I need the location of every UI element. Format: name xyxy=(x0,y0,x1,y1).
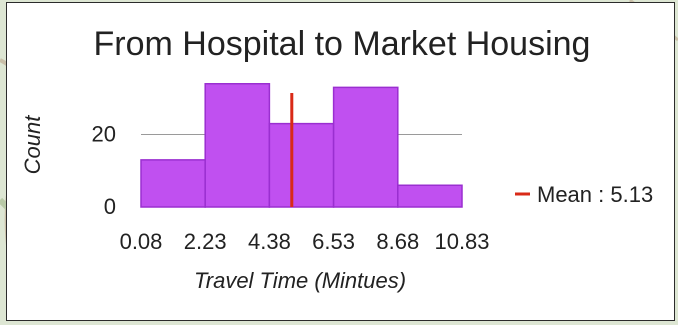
histogram-bar xyxy=(397,184,463,208)
x-tick-label: 0.08 xyxy=(120,229,163,254)
histogram-bar xyxy=(204,83,271,208)
histogram-bar xyxy=(332,86,399,208)
histogram-bar xyxy=(268,122,335,208)
histogram-bars xyxy=(140,83,463,208)
x-tick-label: 8.68 xyxy=(376,229,419,254)
x-tick-labels: 0.08 2.23 4.38 6.53 8.68 10.83 xyxy=(120,229,490,254)
y-axis-title: Count xyxy=(20,115,45,175)
x-tick-label: 2.23 xyxy=(184,229,227,254)
x-tick-label: 6.53 xyxy=(312,229,355,254)
x-tick-label: 10.83 xyxy=(434,229,489,254)
y-tick-label: 0 xyxy=(104,194,116,219)
histogram-bar xyxy=(140,159,206,208)
y-tick-labels: 0 20 xyxy=(92,122,116,220)
y-tick-label: 20 xyxy=(92,122,116,147)
x-tick-label: 4.38 xyxy=(248,229,291,254)
chart-title: From Hospital to Market Housing xyxy=(94,25,591,63)
legend-mean-label: Mean : 5.13 xyxy=(537,182,653,207)
legend: Mean : 5.13 xyxy=(515,182,653,207)
x-axis-title: Travel Time (Mintues) xyxy=(194,268,406,293)
